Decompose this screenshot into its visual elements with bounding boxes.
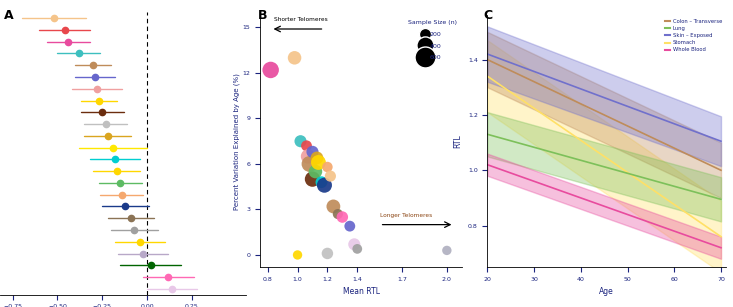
Point bbox=[289, 55, 301, 60]
Point bbox=[312, 160, 324, 165]
Point bbox=[348, 242, 360, 247]
Point bbox=[344, 224, 356, 229]
Point bbox=[441, 248, 453, 253]
Point bbox=[292, 252, 303, 257]
Point bbox=[303, 161, 315, 166]
X-axis label: Age: Age bbox=[599, 287, 614, 296]
Point bbox=[306, 177, 318, 181]
Point bbox=[322, 165, 334, 169]
Text: B: B bbox=[258, 9, 268, 22]
Text: C: C bbox=[484, 9, 493, 22]
Point bbox=[301, 143, 312, 148]
Point bbox=[336, 215, 348, 220]
Legend: Colon – Transverse, Lung, Skin – Exposed, Stomach, Whole Blood: Colon – Transverse, Lung, Skin – Exposed… bbox=[664, 18, 723, 53]
Point bbox=[332, 212, 344, 216]
Point bbox=[311, 155, 323, 160]
Point bbox=[306, 150, 318, 154]
Point bbox=[328, 204, 339, 209]
Point bbox=[265, 68, 276, 72]
X-axis label: Mean RTL: Mean RTL bbox=[342, 287, 380, 296]
Y-axis label: Percent Variation Explained by Age (%): Percent Variation Explained by Age (%) bbox=[233, 73, 240, 210]
Point bbox=[351, 247, 363, 251]
Point bbox=[325, 174, 336, 179]
Point bbox=[309, 169, 321, 174]
Point bbox=[322, 251, 334, 256]
Text: Shorter Telomeres: Shorter Telomeres bbox=[273, 17, 328, 22]
Y-axis label: RTL: RTL bbox=[453, 134, 463, 148]
Text: A: A bbox=[4, 9, 13, 22]
Point bbox=[319, 183, 331, 188]
Text: Longer Telomeres: Longer Telomeres bbox=[380, 213, 432, 218]
Point bbox=[302, 154, 314, 159]
Point bbox=[316, 180, 328, 185]
Legend: 200, 400, 600: 200, 400, 600 bbox=[406, 18, 459, 62]
Point bbox=[295, 139, 306, 144]
